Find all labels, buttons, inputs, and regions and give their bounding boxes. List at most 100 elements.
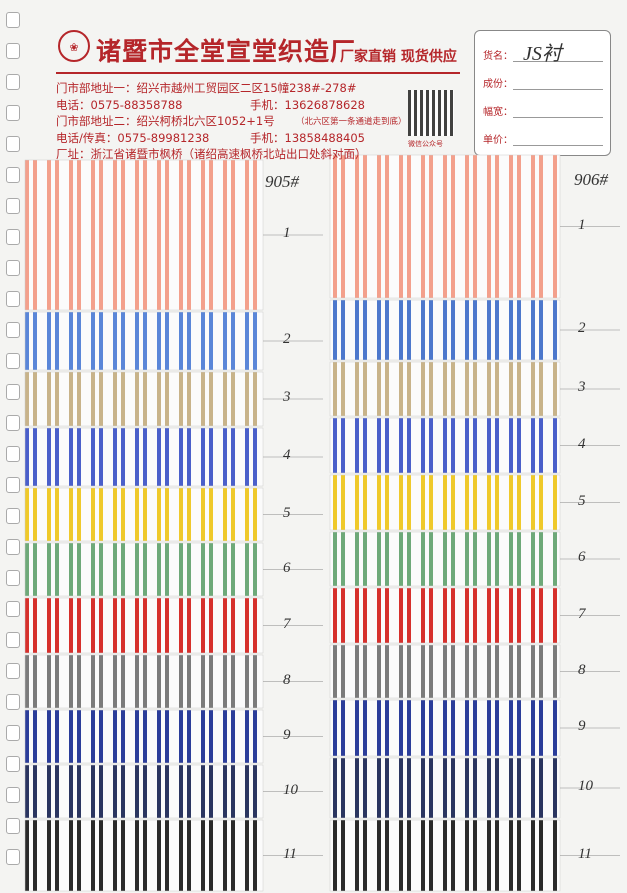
fabric-swatch [329, 819, 561, 892]
qr-code [408, 90, 454, 136]
fabric-swatch [329, 154, 561, 299]
swatch-number: 6 [283, 559, 291, 576]
binder-hole [6, 477, 20, 493]
fabric-swatch [24, 427, 264, 487]
swatch-number: 2 [283, 331, 291, 347]
binder-hole [6, 105, 20, 121]
fabric-swatch [24, 159, 264, 311]
fabric-swatch [24, 311, 264, 371]
binder-hole [6, 601, 20, 617]
swatch-number: 11 [578, 845, 592, 862]
binder-hole [6, 291, 20, 307]
form-label: 幅宽： [483, 107, 513, 118]
form-label: 单价： [483, 135, 513, 146]
binder-hole [6, 663, 20, 679]
fabric-swatch [329, 644, 561, 699]
form-label: 成份： [483, 79, 513, 90]
swatch-number: 2 [578, 320, 586, 336]
swatch-number: 4 [578, 435, 586, 452]
binder-hole [6, 12, 20, 28]
binder-hole [6, 43, 20, 59]
fabric-swatch [329, 417, 561, 474]
fabric-swatch [329, 361, 561, 417]
binder-hole [6, 508, 20, 524]
binder-hole [6, 849, 20, 865]
swatch-number: 6 [578, 549, 586, 565]
fabric-swatch [329, 587, 561, 644]
phone-line: 手机：13626878628 [250, 97, 365, 112]
column-label: 906# [574, 170, 608, 189]
swatch-number: 9 [578, 718, 586, 734]
binder-hole [6, 818, 20, 834]
swatch-number: 10 [283, 781, 298, 798]
form-value: JS衬 [523, 43, 562, 65]
swatch-number: 3 [578, 379, 586, 395]
phone-line: 手机：13858488405 [250, 130, 365, 145]
swatch-number: 8 [283, 671, 291, 688]
swatch-number: 10 [578, 778, 593, 794]
swatch-number: 1 [283, 225, 291, 241]
binder-hole [6, 570, 20, 586]
binder-hole [6, 229, 20, 245]
form-line [513, 61, 603, 62]
rule [56, 72, 460, 74]
fabric-swatch [24, 542, 264, 597]
swatch-number: 4 [283, 447, 291, 463]
fabric-swatch [24, 819, 264, 892]
company-name: 诸暨市全堂宣堂织造厂 [96, 37, 357, 66]
binder-hole [6, 787, 20, 803]
fabric-swatch [24, 597, 264, 654]
swatch-number: 9 [283, 726, 291, 743]
swatch-number: 8 [578, 661, 586, 678]
binder-hole [6, 167, 20, 183]
binder-hole [6, 198, 20, 214]
form-label: 货名： [483, 51, 513, 62]
form-line [513, 145, 603, 146]
form-line [513, 89, 603, 90]
swatch-number: 3 [283, 389, 291, 405]
form-line [513, 117, 603, 118]
fabric-swatch [24, 764, 264, 819]
fabric-swatch [24, 371, 264, 427]
address-line: 门市部地址二：绍兴柯桥北六区1052+1号 [56, 114, 275, 128]
swatch-number: 1 [578, 216, 586, 233]
binder-hole [6, 353, 20, 369]
address-note: （北六区第一条通道走到底） [296, 117, 407, 127]
swatch-number: 11 [283, 845, 297, 862]
swatch-number: 7 [578, 605, 586, 622]
fabric-swatch [329, 699, 561, 757]
logo: ❀ [58, 30, 90, 62]
swatch-number: 7 [283, 615, 291, 632]
address-line: 电话：0575-88358788 [56, 97, 183, 112]
info-form: 货名： JS衬成份： 幅宽： 单价： [474, 30, 611, 156]
fabric-swatch [329, 299, 561, 361]
fabric-swatch [329, 531, 561, 587]
wechat-label: 微信公众号 [408, 140, 443, 148]
swatch-number: 5 [283, 504, 291, 521]
binder-hole [6, 694, 20, 710]
address-line: 电话/传真：0575-89981238 [56, 130, 210, 145]
binder-hole [6, 725, 20, 741]
slogan: 厂家直销 现货供应 [340, 49, 457, 65]
fabric-swatch [24, 487, 264, 542]
binder-hole [6, 384, 20, 400]
binder-hole [6, 539, 20, 555]
address-line: 厂址：浙江省诸暨市枫桥（诸绍高速枫桥北站出口处斜对面） [56, 147, 367, 161]
column-label: 905# [265, 172, 299, 191]
binder-hole [6, 446, 20, 462]
binder-hole [6, 415, 20, 431]
fabric-swatch [24, 654, 264, 709]
fabric-swatch [24, 709, 264, 764]
address-line: 门市部地址一：绍兴市越州工贸园区二区15幢238#-278# [56, 81, 357, 95]
fabric-swatch [329, 474, 561, 531]
swatch-number: 5 [578, 492, 586, 509]
binder-hole [6, 632, 20, 648]
fabric-swatch [329, 757, 561, 819]
binder-hole [6, 756, 20, 772]
binder-hole [6, 136, 20, 152]
binder-hole [6, 322, 20, 338]
binder-hole [6, 74, 20, 90]
binder-hole [6, 260, 20, 276]
